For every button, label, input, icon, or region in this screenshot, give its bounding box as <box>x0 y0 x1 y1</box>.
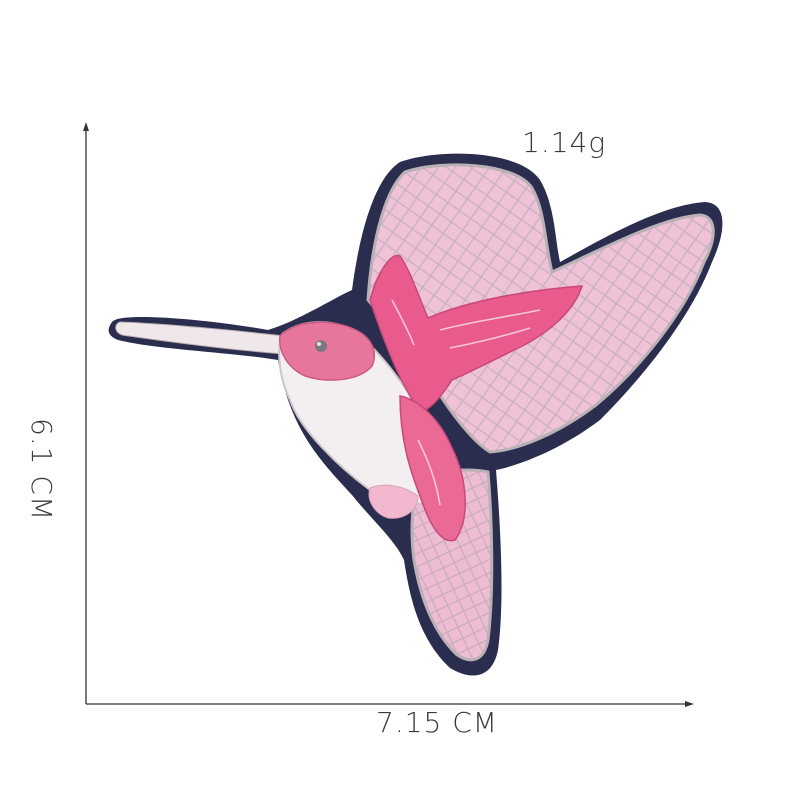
beak <box>115 321 287 355</box>
height-dimension-label: 6.1 CM <box>25 418 58 522</box>
hummingbird-patch <box>108 153 723 676</box>
bird-eye <box>315 340 327 352</box>
pink-streak <box>399 395 466 542</box>
bird-head <box>279 321 376 381</box>
dimension-axes <box>83 122 694 707</box>
width-dimension-label: 7.15 CM <box>376 706 498 739</box>
weight-label: 1.14g <box>522 126 607 159</box>
